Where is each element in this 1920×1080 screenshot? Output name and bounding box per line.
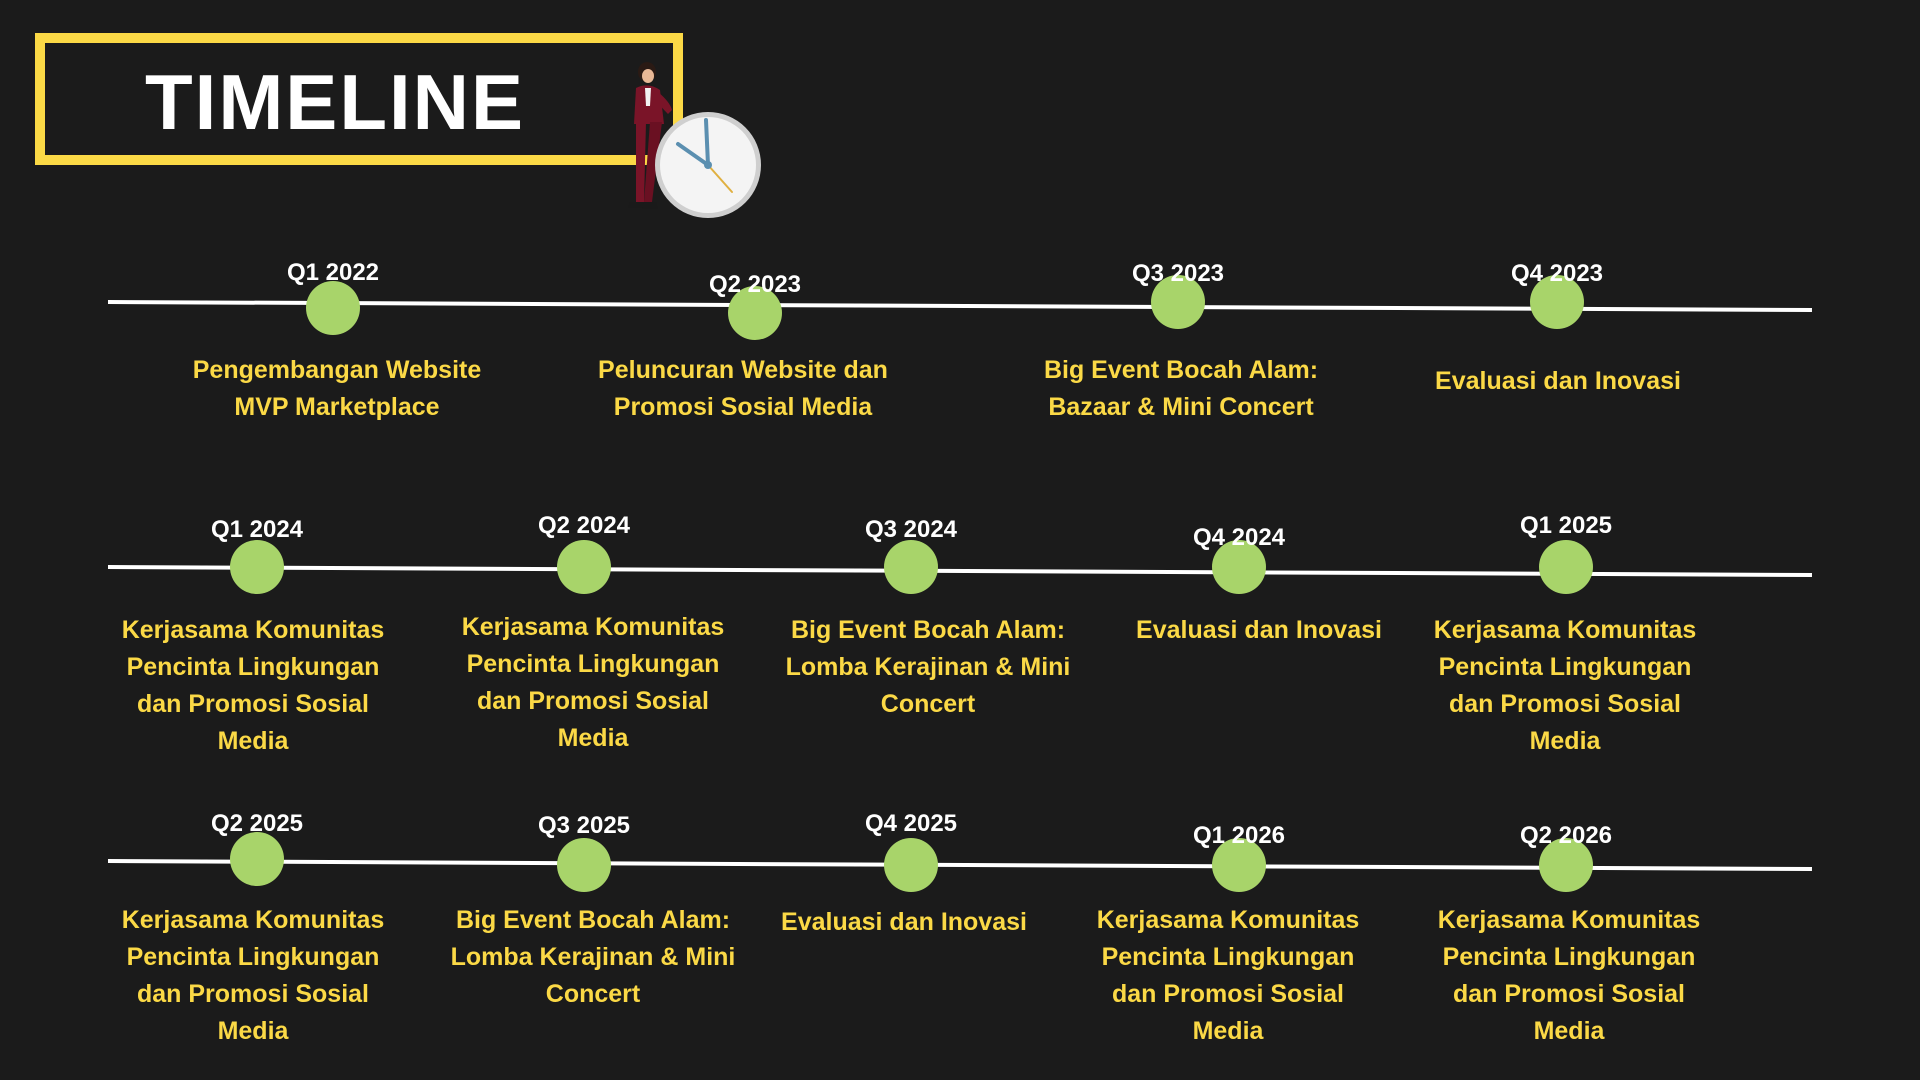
woman-with-clock-illustration (628, 62, 761, 218)
milestone-node (230, 540, 284, 594)
milestone-period: Q1 2026 (1192, 822, 1286, 849)
milestone-period: Q3 2023 (1131, 260, 1225, 287)
milestone-period: Q1 2022 (286, 259, 380, 286)
milestone-period: Q4 2025 (864, 810, 958, 837)
milestone-description: Kerjasama Komunitas Pencinta Lingkungan … (121, 616, 385, 755)
milestone-period: Q3 2025 (537, 812, 631, 839)
milestone-period: Q2 2026 (1519, 822, 1613, 849)
milestone-node (884, 838, 938, 892)
milestone-description: Big Event Bocah Alam: Lomba Kerajinan & … (450, 906, 736, 1008)
milestone-period: Q2 2025 (210, 810, 304, 837)
milestone-period: Q3 2024 (864, 516, 958, 543)
milestone-description: Big Event Bocah Alam: Lomba Kerajinan & … (785, 616, 1071, 718)
page-title: TIMELINE (145, 58, 525, 146)
milestone-period: Q1 2024 (210, 516, 304, 543)
milestone-node (1539, 838, 1593, 892)
milestone-period: Q4 2024 (1192, 524, 1286, 551)
person-icon (628, 62, 672, 209)
milestone-description: Big Event Bocah Alam: Bazaar & Mini Conc… (1043, 356, 1319, 421)
milestone-description: Kerjasama Komunitas Pencinta Lingkungan … (121, 906, 385, 1045)
milestone-description: Evaluasi dan Inovasi (1435, 367, 1681, 395)
milestone-period: Q2 2023 (708, 271, 802, 298)
milestone-node (1539, 540, 1593, 594)
milestone-node (884, 540, 938, 594)
milestone-description: Pengembangan Website MVP Marketplace (192, 356, 482, 421)
milestone-description: Evaluasi dan Inovasi (781, 908, 1027, 936)
milestone-description: Peluncuran Website dan Promosi Sosial Me… (598, 356, 888, 421)
milestone-description: Evaluasi dan Inovasi (1136, 616, 1382, 644)
milestone-node (728, 286, 782, 340)
milestone-period: Q1 2025 (1519, 512, 1613, 539)
milestone-description: Kerjasama Komunitas Pencinta Lingkungan … (461, 613, 725, 752)
milestone-node (557, 540, 611, 594)
milestone-node (557, 838, 611, 892)
milestone-description: Kerjasama Komunitas Pencinta Lingkungan … (1096, 906, 1360, 1045)
milestone-node (1212, 838, 1266, 892)
milestone-node (1212, 540, 1266, 594)
milestone-node (230, 832, 284, 886)
milestone-node (1530, 275, 1584, 329)
milestone-node (306, 281, 360, 335)
milestone-description: Kerjasama Komunitas Pencinta Lingkungan … (1433, 616, 1697, 755)
milestone-node (1151, 275, 1205, 329)
clock-icon (655, 112, 761, 218)
milestone-description: Kerjasama Komunitas Pencinta Lingkungan … (1437, 906, 1701, 1045)
milestone-period: Q2 2024 (537, 512, 631, 539)
milestone-period: Q4 2023 (1510, 260, 1604, 287)
title-box: TIMELINE (35, 33, 683, 165)
